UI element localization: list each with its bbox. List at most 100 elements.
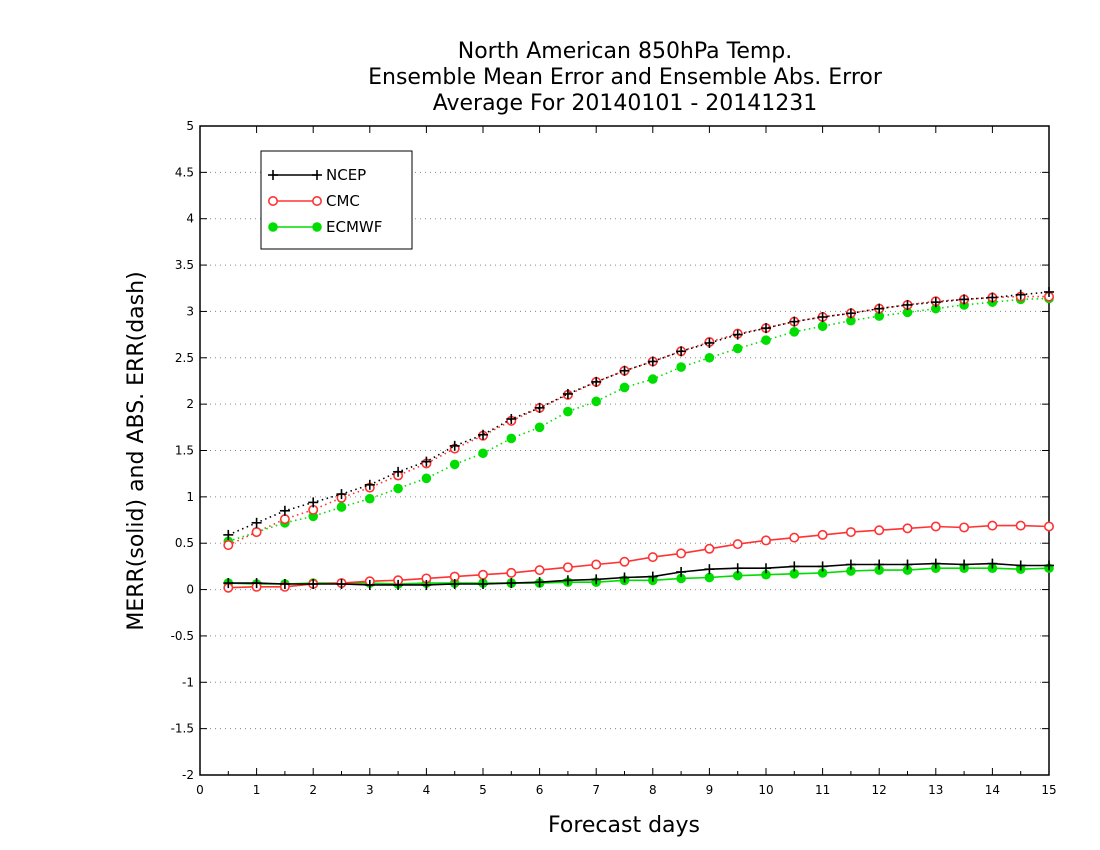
- ncep-abs-err-point: [1044, 286, 1054, 297]
- ecmwf-merr-point: [676, 573, 686, 584]
- ecmwf-abs-err-point: [874, 311, 884, 321]
- ecmwf-abs-err-point: [365, 493, 375, 504]
- ncep-merr-point: [789, 561, 800, 572]
- y-axis-label: MERR(solid) and ABS. ERR(dash): [124, 271, 149, 630]
- ncep-merr-point: [817, 561, 828, 572]
- ncep-merr-point: [279, 579, 290, 590]
- ncep-merr-point: [449, 579, 460, 590]
- ncep-merr-point: [478, 579, 488, 590]
- ncep-merr-point: [874, 559, 885, 570]
- chart-title: North American 850hPa Temp. Ensemble Mea…: [368, 39, 883, 116]
- ncep-abs-err-point: [874, 303, 885, 314]
- cmc-abs-err-point: [251, 527, 262, 538]
- axis-ticks: -2-1.5-1-0.500.511.522.533.544.550 1 2 3 4 5 6…: [171, 119, 1057, 797]
- y-tick-label: 1: [186, 490, 194, 504]
- title-line-2: Ensemble Mean Error and Ensemble Abs. Er…: [368, 65, 883, 90]
- ncep-merr-point: [1044, 560, 1054, 571]
- ncep-merr-point: [364, 579, 375, 590]
- cmc-merr-point: [676, 548, 687, 559]
- ncep-abs-err-point: [562, 388, 573, 399]
- cmc-merr-point: [930, 521, 941, 532]
- title-line-3: Average For 20140101 - 20141231: [433, 91, 818, 116]
- ncep-abs-err-point: [506, 413, 517, 424]
- legend-label: NCEP: [326, 166, 366, 184]
- x-tick-label: 6: [536, 783, 544, 797]
- ecmwf-merr-point: [732, 570, 743, 581]
- cmc-merr-point: [704, 543, 715, 554]
- ncep-abs-err-point: [364, 479, 375, 490]
- ncep-abs-err-point: [676, 346, 687, 357]
- x-axis-label: Forecast days: [548, 813, 700, 838]
- cmc-merr-point: [959, 522, 970, 533]
- cmc-abs-err-point: [279, 514, 290, 525]
- cmc-merr-point: [477, 569, 488, 580]
- cmc-merr-point: [902, 523, 913, 534]
- cmc-merr-point: [1015, 520, 1026, 531]
- legend-item-ncep: NCEP: [268, 166, 366, 184]
- legend-marker-end: [311, 196, 322, 207]
- ecmwf-abs-err-point: [336, 502, 347, 512]
- cmc-abs-err-point: [223, 540, 234, 551]
- y-tick-label: 2.5: [175, 351, 194, 365]
- title-line-1: North American 850hPa Temp.: [458, 39, 793, 64]
- x-tick-label: 11: [815, 783, 830, 797]
- y-tick-label: 4.5: [175, 165, 194, 179]
- y-tick-label: 3: [186, 304, 194, 318]
- ncep-abs-err-point: [534, 402, 545, 413]
- ncep-abs-err-point: [732, 329, 743, 340]
- ncep-abs-err-point: [817, 311, 828, 322]
- legend-box: [260, 150, 413, 250]
- ncep-merr-point: [506, 578, 517, 589]
- ncep-abs-err-point: [930, 297, 941, 308]
- ecmwf-abs-err-point: [931, 303, 941, 314]
- ncep-merr-point: [393, 579, 404, 590]
- ncep-merr-point: [987, 558, 998, 569]
- ecmwf-abs-err-point: [534, 422, 545, 433]
- legend-marker-start: [268, 222, 278, 232]
- y-tick-label: -2: [182, 768, 194, 782]
- ecmwf-abs-err-point: [817, 321, 828, 332]
- ecmwf-abs-err-point: [506, 433, 517, 444]
- ncep-abs-err-point: [1015, 289, 1026, 300]
- ecmwf-merr-point: [846, 566, 856, 576]
- cmc-merr-point: [987, 520, 998, 531]
- ecmwf-merr-point: [817, 568, 828, 578]
- y-tick-label: 3.5: [175, 258, 194, 272]
- ncep-merr-point: [562, 575, 573, 586]
- ecmwf-merr-line: [228, 567, 1050, 585]
- ncep-abs-err-point: [308, 497, 319, 508]
- cmc-merr-point: [760, 535, 771, 546]
- ncep-abs-err-point: [647, 356, 658, 367]
- ecmwf-abs-err-point: [902, 307, 913, 318]
- x-tick-label: 1: [253, 783, 261, 797]
- cmc-merr-point: [789, 532, 800, 543]
- ncep-abs-err-point: [279, 505, 290, 516]
- cmc-merr-point: [1044, 521, 1055, 532]
- ncep-merr-point: [591, 574, 602, 585]
- ecmwf-abs-err-point: [478, 448, 488, 459]
- ecmwf-abs-err-point: [704, 352, 715, 363]
- ncep-merr-point: [845, 559, 856, 570]
- legend-marker-end: [312, 222, 322, 232]
- x-tick-label: 2: [309, 783, 317, 797]
- ncep-merr-point: [223, 578, 234, 589]
- y-tick-label: 1.5: [175, 444, 194, 458]
- cmc-merr-point: [647, 552, 658, 563]
- ncep-abs-err-point: [251, 517, 262, 528]
- cmc-merr-point: [591, 559, 602, 570]
- ncep-merr-point: [336, 579, 347, 590]
- ncep-abs-err-point: [959, 294, 970, 305]
- cmc-merr-point: [506, 567, 517, 578]
- ecmwf-merr-point: [902, 565, 913, 575]
- ncep-merr-point: [959, 559, 970, 570]
- ecmwf-abs-err-point: [563, 406, 573, 417]
- ncep-abs-err-point: [845, 308, 856, 319]
- x-tick-label: 13: [928, 783, 943, 797]
- ncep-abs-err-point: [987, 292, 998, 303]
- ecmwf-merr-point: [704, 572, 715, 583]
- ecmwf-abs-err-point: [846, 315, 856, 326]
- ncep-merr-point: [534, 577, 545, 588]
- y-tick-label: 2: [186, 397, 194, 411]
- ncep-abs-err-point: [591, 376, 602, 387]
